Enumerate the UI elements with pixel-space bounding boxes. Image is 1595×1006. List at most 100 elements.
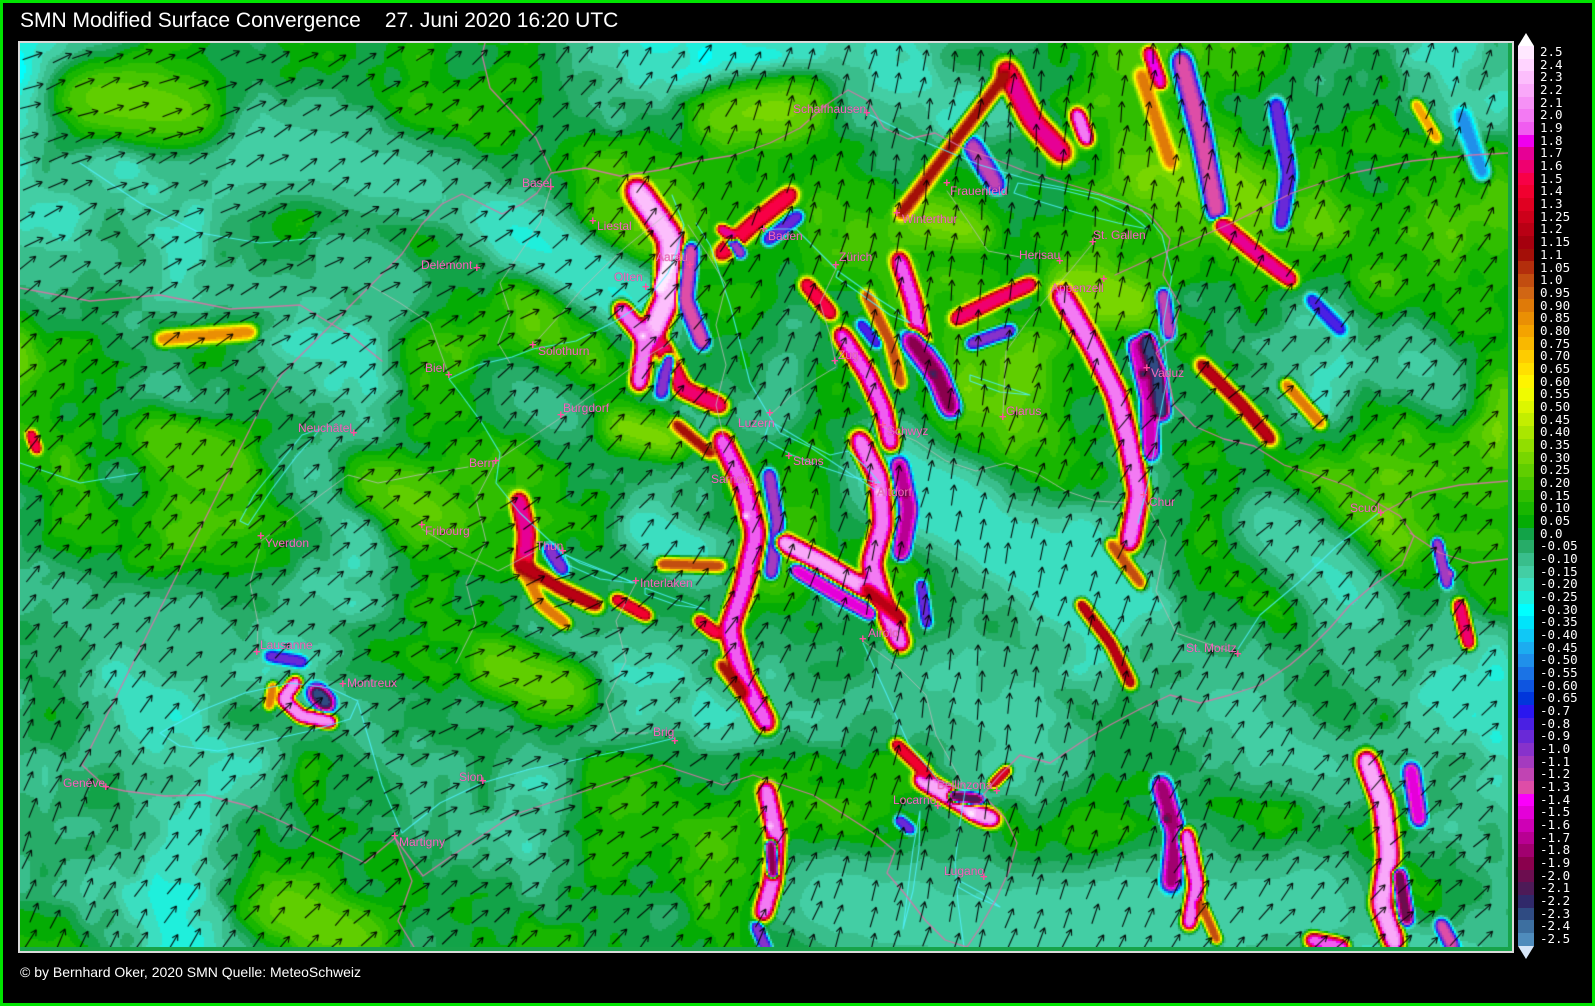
colorbar-tick: -2.4 <box>1518 920 1592 934</box>
colorbar-tick-label: 1.15 <box>1540 234 1571 250</box>
colorbar-tick: -0.35 <box>1518 616 1592 629</box>
colorbar-swatch <box>1518 603 1534 617</box>
colorbar: 2.5 2.4 2.3 2.2 2.1 2.0 1.9 1.8 1.7 1.6 1.5 1.4 1.3 1… <box>1518 33 1592 959</box>
colorbar-tick: -0.15 <box>1518 565 1592 579</box>
colorbar-tick: -1.9 <box>1518 857 1592 870</box>
colorbar-tick-label: 0.80 <box>1540 322 1571 338</box>
colorbar-tick-label: 1.0 <box>1540 272 1563 288</box>
colorbar-swatch <box>1518 261 1534 275</box>
colorbar-tick: 0.75 <box>1518 337 1592 351</box>
colorbar-tick: -1.2 <box>1518 766 1592 782</box>
colorbar-swatch <box>1518 882 1534 896</box>
colorbar-tick: -0.9 <box>1518 728 1592 744</box>
colorbar-tick-label: -0.50 <box>1540 652 1578 668</box>
colorbar-swatch <box>1518 527 1534 541</box>
colorbar-tick-label: -1.2 <box>1540 766 1571 782</box>
colorbar-arrow-down-icon <box>1518 946 1534 959</box>
colorbar-swatch <box>1518 160 1534 173</box>
colorbar-swatch <box>1518 324 1534 338</box>
colorbar-tick-label: 0.65 <box>1540 360 1571 376</box>
colorbar-swatch <box>1518 375 1534 389</box>
colorbar-tick-label: -2.5 <box>1540 931 1571 947</box>
colorbar-tick: 1.4 <box>1518 185 1592 199</box>
colorbar-tick: 1.8 <box>1518 134 1592 148</box>
colorbar-tick-label: 0.85 <box>1540 310 1571 326</box>
colorbar-swatch <box>1518 172 1534 186</box>
colorbar-swatch <box>1518 299 1534 313</box>
colorbar-swatch <box>1518 46 1534 59</box>
colorbar-swatch <box>1518 84 1534 97</box>
colorbar-tick-label: -0.65 <box>1540 690 1578 706</box>
colorbar-swatch <box>1518 438 1534 452</box>
colorbar-swatch <box>1518 134 1534 148</box>
colorbar-swatch <box>1518 565 1534 579</box>
colorbar-swatch <box>1518 413 1534 427</box>
colorbar-tick-label: 2.3 <box>1540 69 1563 85</box>
colorbar-swatch <box>1518 109 1534 123</box>
colorbar-swatch <box>1518 286 1534 300</box>
colorbar-tick: 0.70 <box>1518 350 1592 363</box>
colorbar-tick: 2.3 <box>1518 69 1592 85</box>
colorbar-tick: 0.15 <box>1518 489 1592 503</box>
colorbar-swatch <box>1518 71 1534 85</box>
colorbar-swatch <box>1518 400 1534 414</box>
colorbar-tick-label: -2.1 <box>1540 880 1571 896</box>
colorbar-swatch <box>1518 388 1534 401</box>
colorbar-tick-label: 1.1 <box>1540 246 1563 262</box>
colorbar-tick: 0.55 <box>1518 388 1592 401</box>
colorbar-swatch <box>1518 147 1534 161</box>
colorbar-tick-label: -2.3 <box>1540 905 1571 921</box>
colorbar-tick-label: -1.7 <box>1540 829 1571 845</box>
colorbar-swatch <box>1518 907 1534 921</box>
colorbar-tick: -1.7 <box>1518 829 1592 845</box>
colorbar-tick-label: -0.7 <box>1540 703 1571 719</box>
colorbar-tick: -2.2 <box>1518 895 1592 908</box>
colorbar-swatch <box>1518 337 1534 351</box>
colorbar-tick-label: -0.60 <box>1540 677 1578 693</box>
colorbar-swatch <box>1518 920 1534 934</box>
colorbar-tick-label: 2.1 <box>1540 94 1563 110</box>
colorbar-swatch <box>1518 552 1534 566</box>
colorbar-tick-label: -0.9 <box>1540 728 1571 744</box>
colorbar-tick-label: 1.25 <box>1540 208 1571 224</box>
colorbar-swatch <box>1518 96 1534 110</box>
colorbar-tick-label: 0.40 <box>1540 424 1571 440</box>
colorbar-tick: 1.5 <box>1518 172 1592 186</box>
colorbar-swatch <box>1518 704 1534 718</box>
colorbar-swatch <box>1518 58 1534 72</box>
colorbar-tick: 2.5 <box>1518 44 1592 60</box>
colorbar-swatch <box>1518 742 1534 756</box>
colorbar-tick: -2.3 <box>1518 905 1592 921</box>
colorbar-tick: -0.7 <box>1518 703 1592 719</box>
map-panel: + Basel + Liestal + Delémont + Schaffhausen + Fra… <box>18 41 1514 953</box>
colorbar-tick-label: -1.4 <box>1540 791 1571 807</box>
colorbar-swatch <box>1518 476 1534 490</box>
colorbar-tick: 0.0 <box>1518 527 1592 541</box>
colorbar-tick-label: -0.10 <box>1540 550 1578 566</box>
page-title: SMN Modified Surface Convergence <box>20 9 361 32</box>
colorbar-tick: -0.10 <box>1518 550 1592 566</box>
colorbar-swatch <box>1518 628 1534 642</box>
colorbar-tick: -0.55 <box>1518 666 1592 680</box>
colorbar-swatch <box>1518 654 1534 667</box>
colorbar-swatch <box>1518 831 1534 845</box>
colorbar-tick: 1.15 <box>1518 234 1592 250</box>
colorbar-tick: 2.4 <box>1518 58 1592 72</box>
colorbar-swatch <box>1518 730 1534 743</box>
colorbar-tick: -0.05 <box>1518 540 1592 553</box>
colorbar-tick: -1.6 <box>1518 818 1592 832</box>
colorbar-swatch <box>1518 540 1534 553</box>
colorbar-tick: -0.60 <box>1518 677 1592 693</box>
colorbar-tick: 1.2 <box>1518 223 1592 237</box>
colorbar-tick: -1.3 <box>1518 781 1592 794</box>
colorbar-tick-label: 2.5 <box>1540 44 1563 60</box>
colorbar-tick: 0.30 <box>1518 451 1592 465</box>
colorbar-tick-label: -0.40 <box>1540 626 1578 642</box>
colorbar-tick-label: 1.05 <box>1540 259 1571 275</box>
colorbar-swatch <box>1518 818 1534 832</box>
colorbar-tick: 1.6 <box>1518 160 1592 173</box>
colorbar-swatch <box>1518 122 1534 135</box>
colorbar-tick: 1.3 <box>1518 198 1592 211</box>
colorbar-tick-label: 0.50 <box>1540 398 1571 414</box>
colorbar-tick-label: -1.5 <box>1540 804 1571 820</box>
